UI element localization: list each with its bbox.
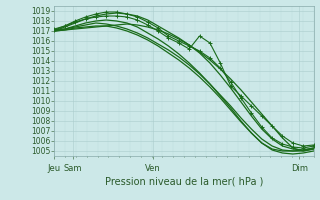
X-axis label: Pression niveau de la mer( hPa ): Pression niveau de la mer( hPa ) (105, 177, 263, 187)
